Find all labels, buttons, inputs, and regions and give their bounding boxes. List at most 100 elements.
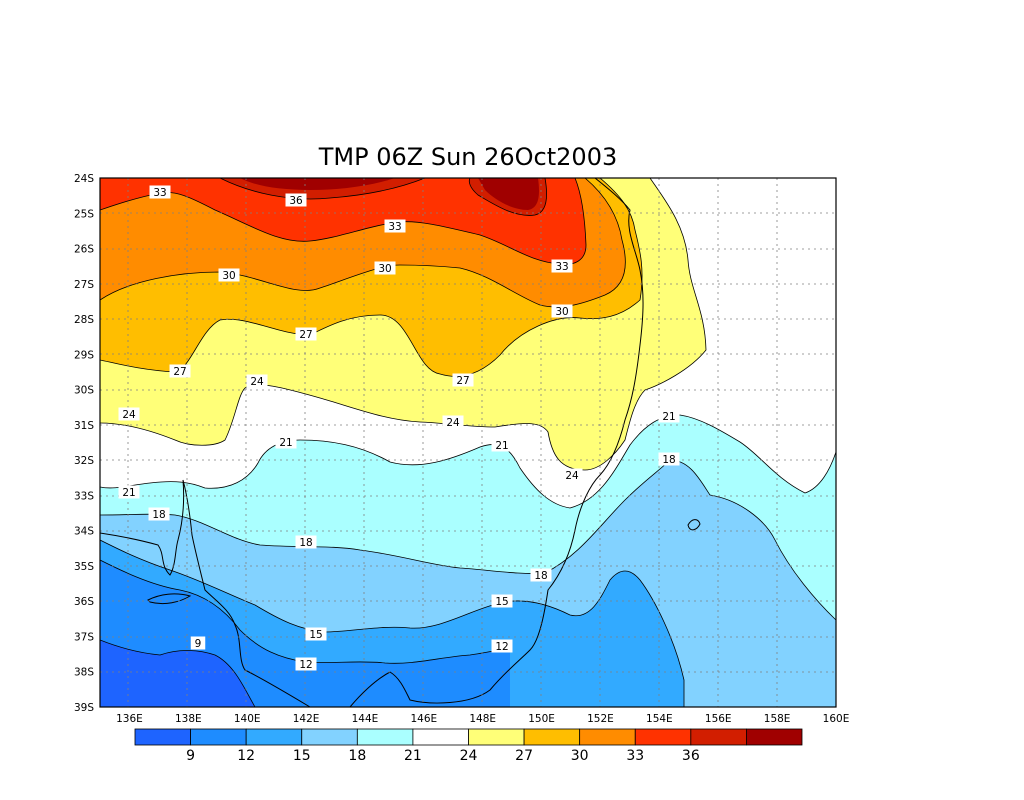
color-scale-swatch: [746, 728, 803, 746]
lat-tick-label: 36S: [74, 596, 94, 608]
lon-tick-label: 158E: [764, 713, 791, 725]
color-scale-swatch: [301, 728, 358, 746]
fill-lt9: [100, 640, 255, 707]
lat-tick-label: 33S: [74, 490, 94, 502]
lon-tick-label: 154E: [646, 713, 673, 725]
coastline: [100, 178, 701, 707]
contour-label-bg: [295, 535, 317, 549]
contour-label: 18: [662, 454, 675, 466]
color-scale-label: 18: [348, 748, 366, 764]
contour-label-bg: [246, 374, 268, 388]
fill-dark-a: [240, 178, 395, 190]
contour-label: 15: [309, 629, 322, 641]
lat-tick-label: 26S: [74, 244, 94, 256]
contour-label: 9: [195, 638, 202, 650]
contour-label-bg: [275, 435, 297, 449]
lon-tick-label: 152E: [587, 713, 614, 725]
contour-label: 18: [534, 570, 547, 582]
contour-label-bg: [491, 438, 513, 452]
contour-label: 15: [495, 596, 508, 608]
color-scale-label: 9: [186, 748, 195, 764]
contour-label: 21: [279, 437, 292, 449]
color-scale-swatch: [356, 728, 414, 746]
contour-label-bg: [118, 485, 140, 499]
lat-tick-label: 31S: [74, 420, 94, 432]
color-scale-swatch: [468, 728, 525, 746]
color-scale-bar: 9 12 15 18 21 24 27 30 33 36: [134, 728, 803, 764]
contour-label: 27: [299, 329, 312, 341]
lat-tick-label: 25S: [74, 208, 94, 220]
lon-tick-label: 156E: [705, 713, 732, 725]
lat-tick-label: 27S: [74, 279, 94, 291]
contour-labels: 33 36 33 30 33 30 30 27 27 27 24 24 24 24 21 21 21 21 18 18…: [118, 185, 680, 671]
color-scale-label: 15: [293, 748, 311, 764]
contour-label: 33: [153, 187, 166, 199]
longitude-axis: 136E 138E 140E 142E 144E 146E 148E 150E 152E 154E…: [116, 713, 849, 725]
lat-tick-label: 32S: [74, 455, 94, 467]
contour-label-bg: [190, 636, 206, 650]
fill-33-36: [100, 178, 586, 265]
fill-dark-b: [478, 178, 539, 210]
contour-label: 30: [222, 270, 235, 282]
color-scale-label: 27: [515, 748, 533, 764]
color-scale-swatch: [412, 728, 469, 746]
contour-label: 24: [250, 376, 264, 388]
lon-tick-label: 160E: [823, 713, 850, 725]
contour-label: 12: [495, 641, 508, 653]
contour-label-bg: [384, 219, 406, 233]
map-title: TMP 06Z Sun 26Oct2003: [318, 143, 617, 171]
lon-tick-label: 146E: [410, 713, 437, 725]
color-scale-label: 30: [571, 748, 589, 764]
contour-label: 27: [173, 366, 186, 378]
lat-tick-label: 24S: [74, 173, 94, 185]
color-scale-label: 12: [237, 748, 255, 764]
lat-tick-label: 38S: [74, 667, 94, 679]
contour-label-bg: [442, 415, 464, 429]
lat-tick-label: 30S: [74, 385, 94, 397]
plot-frame: [99, 177, 837, 708]
contour-label: 18: [152, 509, 165, 521]
lon-tick-label: 136E: [116, 713, 143, 725]
contour-label: 21: [662, 411, 675, 423]
lat-tick-label: 29S: [74, 349, 94, 361]
contour-label-bg: [295, 327, 317, 341]
lat-lon-grid: [100, 178, 836, 707]
contour-label-bg: [530, 568, 552, 582]
lat-tick-label: 28S: [74, 314, 94, 326]
color-scale-swatch: [690, 728, 747, 746]
contour-label-bg: [658, 452, 680, 466]
contour-label-bg: [491, 639, 513, 653]
contour-label: 24: [565, 470, 579, 482]
contour-label-bg: [551, 304, 573, 318]
contour-label-bg: [169, 364, 191, 378]
contour-label: 33: [388, 221, 401, 233]
color-scale-swatch: [579, 728, 636, 746]
contour-label-bg: [374, 261, 396, 275]
contour-label: 21: [122, 487, 135, 499]
contour-label-bg: [218, 268, 240, 282]
contour-label: 18: [299, 537, 312, 549]
contour-label: 21: [495, 440, 508, 452]
lat-tick-label: 35S: [74, 561, 94, 573]
lat-tick-label: 34S: [74, 526, 94, 538]
contour-label: 24: [122, 409, 136, 421]
contour-label-bg: [118, 407, 140, 421]
contour-label: 12: [299, 659, 312, 671]
contour-label: 36: [289, 195, 303, 207]
color-scale-swatch: [134, 728, 191, 746]
contour-label-bg: [149, 185, 171, 199]
contour-label: 33: [555, 261, 568, 273]
contour-label-bg: [658, 409, 680, 423]
color-scale-swatch: [634, 728, 692, 746]
latitude-axis: 24S 25S 26S 27S 28S 29S 30S 31S 32S 33S 34S 35S 36S 3…: [74, 173, 94, 714]
contour-label: 27: [456, 375, 469, 387]
color-scale-swatch: [245, 728, 303, 746]
contour-label-bg: [551, 259, 573, 273]
color-scale-swatch: [190, 728, 247, 746]
color-scale-label: 33: [626, 748, 644, 764]
color-scale-label: 36: [682, 748, 700, 764]
lat-tick-label: 39S: [74, 702, 94, 714]
contour-label-bg: [452, 373, 474, 387]
color-scale-swatch: [523, 728, 581, 746]
